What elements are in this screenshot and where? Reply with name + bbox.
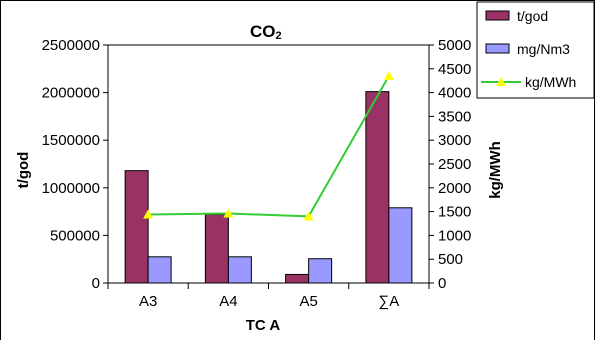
bar-t-god — [124, 170, 149, 284]
y-tick-label-left: 1500000 — [42, 132, 100, 149]
legend-swatch-mg-nm3 — [485, 43, 510, 54]
y-axis-title-right: kg/MWh — [487, 141, 504, 199]
y-tick-label-right: 4500 — [438, 61, 471, 78]
bar-t-god — [285, 273, 310, 284]
y-tick-label-left: 500000 — [50, 227, 100, 244]
y-tick-label-right: 1500 — [438, 204, 471, 221]
y-tick-label-right: 0 — [438, 275, 446, 292]
x-tick-label: A5 — [299, 293, 317, 310]
bar-mg-nm3 — [308, 258, 333, 284]
y-axis-title-left: t/god — [15, 152, 32, 189]
axes: 0 500000 1000000 1500000 2000000 2500000 0 500 1… — [42, 37, 472, 310]
line-point-marker — [143, 209, 154, 219]
y-tick-label-right: 3000 — [438, 132, 471, 149]
bar-mg-nm3 — [227, 256, 252, 284]
legend-label-mg-nm3: mg/Nm3 — [517, 41, 570, 57]
bars — [124, 91, 413, 284]
y-tick-label-right: 2000 — [438, 180, 471, 197]
y-tick-label-left: 2500000 — [42, 37, 100, 54]
bar-mg-nm3 — [147, 256, 172, 284]
x-tick-label: A3 — [139, 293, 157, 310]
line-point-marker — [303, 211, 314, 221]
x-axis-title: TC A — [246, 317, 281, 334]
legend-swatch-kg-mwh-marker — [496, 77, 506, 86]
line-kg-mwh — [148, 75, 390, 218]
legend-label-kg-mwh: kg/MWh — [525, 74, 576, 90]
chart-title: CO2 — [250, 22, 282, 42]
legend-swatch-t-god — [485, 10, 510, 21]
line-point-marker — [383, 70, 394, 80]
y-tick-label-right: 3500 — [438, 108, 471, 125]
line-series — [143, 70, 394, 221]
y-tick-label-right: 1000 — [438, 227, 471, 244]
bar-t-god — [365, 91, 390, 284]
y-tick-label-right: 2500 — [438, 156, 471, 173]
chart-title-subscript: 2 — [276, 30, 282, 42]
y-tick-label-right: 500 — [438, 251, 463, 268]
legend: t/god mg/Nm3 kg/MWh — [476, 1, 595, 99]
x-tick-label: A4 — [219, 293, 237, 310]
y-tick-label-left: 0 — [92, 275, 100, 292]
bar-mg-nm3 — [388, 207, 413, 284]
y-tick-label-left: 2000000 — [42, 85, 100, 102]
line-point-marker — [223, 208, 234, 218]
y-tick-label-right: 4000 — [438, 85, 471, 102]
bar-t-god — [204, 213, 229, 284]
y-tick-label-left: 1000000 — [42, 180, 100, 197]
x-tick-label: ∑A — [379, 293, 400, 310]
legend-label-t-god: t/god — [517, 8, 548, 24]
chart-title-main: CO — [250, 22, 276, 41]
y-tick-label-right: 5000 — [438, 37, 471, 54]
